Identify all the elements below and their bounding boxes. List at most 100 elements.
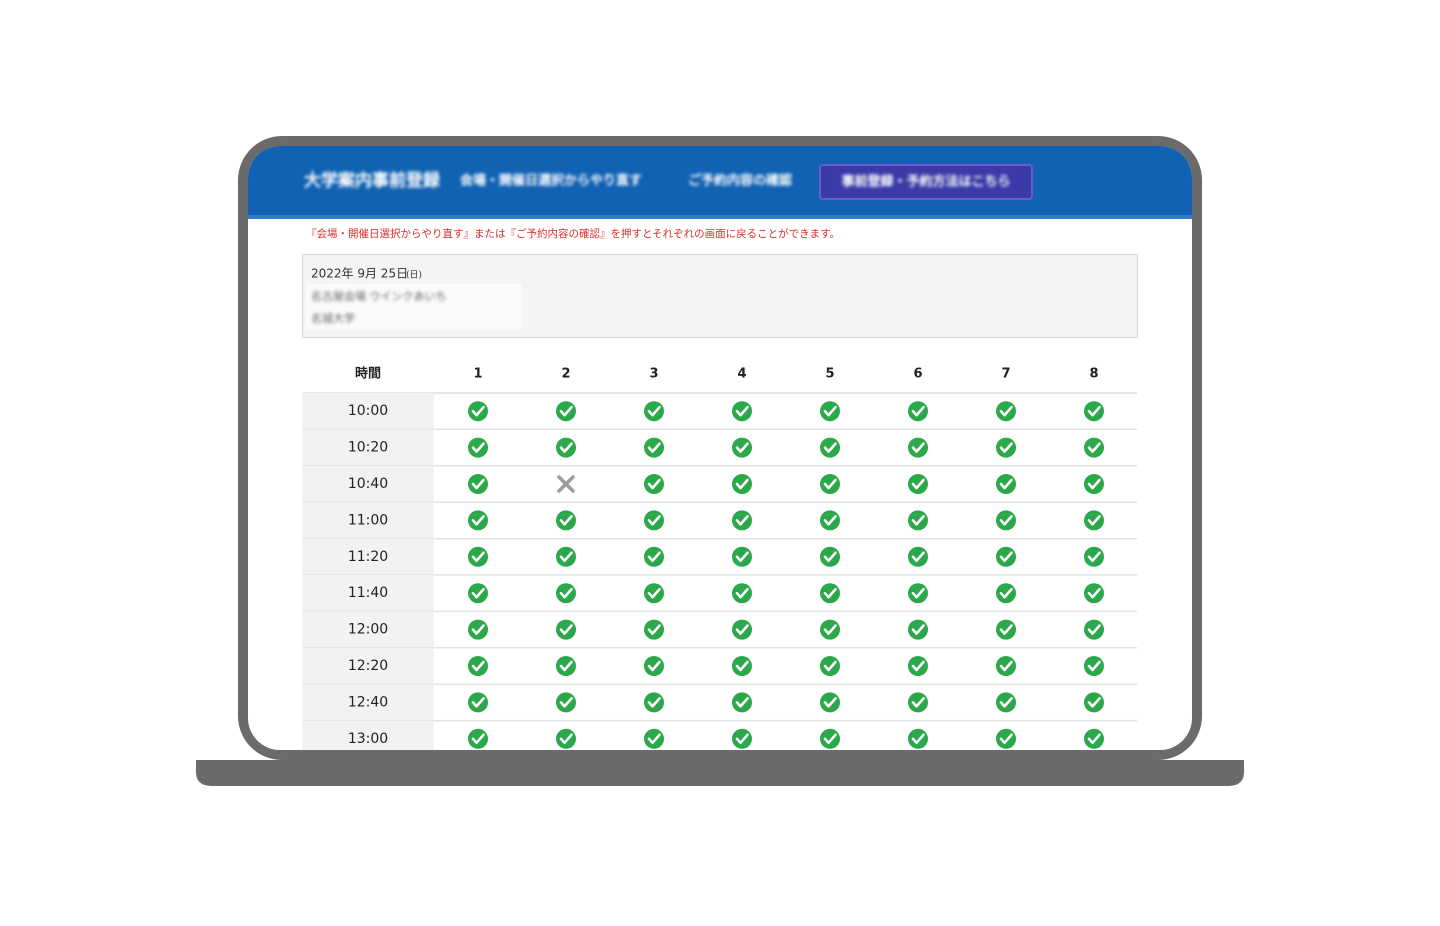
nav-button[interactable] — [819, 164, 1033, 200]
available-icon[interactable] — [908, 692, 928, 713]
available-icon[interactable] — [732, 546, 752, 567]
available-icon[interactable] — [732, 437, 752, 458]
available-icon[interactable] — [908, 728, 928, 749]
available-icon[interactable] — [644, 510, 664, 531]
available-icon[interactable] — [908, 619, 928, 640]
check-circle — [468, 583, 488, 604]
available-icon[interactable] — [996, 510, 1016, 531]
check-circle — [556, 510, 576, 531]
available-icon[interactable] — [1084, 546, 1104, 567]
available-icon[interactable] — [556, 401, 576, 422]
available-icon[interactable] — [1084, 728, 1104, 749]
check-mark — [1087, 551, 1101, 563]
check-mark — [735, 587, 749, 599]
available-icon[interactable] — [996, 619, 1016, 640]
available-icon[interactable] — [1084, 692, 1104, 713]
available-icon[interactable] — [820, 474, 840, 494]
nav-link[interactable]: 会場・開催日選択からやり直す — [460, 173, 642, 189]
available-icon[interactable] — [732, 401, 752, 422]
available-icon[interactable] — [644, 546, 664, 567]
available-icon[interactable] — [996, 656, 1016, 676]
available-icon[interactable] — [908, 437, 928, 458]
available-icon[interactable] — [996, 401, 1016, 422]
available-icon[interactable] — [908, 583, 928, 604]
available-icon[interactable] — [908, 474, 928, 494]
available-icon[interactable] — [556, 510, 576, 531]
available-icon[interactable] — [644, 474, 664, 494]
available-icon[interactable] — [996, 546, 1016, 567]
available-icon[interactable] — [732, 728, 752, 749]
available-icon[interactable] — [468, 692, 488, 713]
time-label: 12:20 — [348, 658, 388, 674]
check-mark — [647, 442, 661, 453]
available-icon[interactable] — [556, 656, 576, 676]
available-icon[interactable] — [732, 583, 752, 604]
available-icon[interactable] — [644, 401, 664, 422]
available-icon[interactable] — [468, 510, 488, 531]
available-icon[interactable] — [644, 656, 664, 676]
available-icon[interactable] — [468, 619, 488, 640]
column-header: 4 — [737, 367, 746, 382]
available-icon[interactable] — [644, 437, 664, 458]
check-circle — [468, 474, 488, 494]
available-icon[interactable] — [820, 656, 840, 676]
available-icon[interactable] — [908, 401, 928, 422]
check-circle — [1084, 437, 1104, 458]
available-icon[interactable] — [468, 401, 488, 422]
available-icon[interactable] — [732, 692, 752, 713]
available-icon[interactable] — [820, 546, 840, 567]
nav-button-label[interactable]: 事前登録・予約方法はこちら — [841, 174, 1010, 190]
available-icon[interactable] — [468, 656, 488, 676]
available-icon[interactable] — [468, 546, 488, 567]
available-icon[interactable] — [1084, 401, 1104, 422]
available-icon[interactable] — [996, 474, 1016, 494]
available-icon[interactable] — [644, 619, 664, 640]
brand[interactable]: 大学案内事前登録 — [304, 170, 441, 191]
available-icon[interactable] — [556, 437, 576, 458]
available-icon[interactable] — [996, 583, 1016, 604]
available-icon[interactable] — [996, 437, 1016, 458]
check-mark — [911, 442, 925, 453]
available-icon[interactable] — [1084, 510, 1104, 531]
available-icon[interactable] — [908, 510, 928, 531]
available-icon[interactable] — [556, 692, 576, 713]
available-icon[interactable] — [644, 583, 664, 604]
check-mark — [999, 733, 1013, 745]
available-icon[interactable] — [468, 583, 488, 604]
available-icon[interactable] — [820, 401, 840, 422]
column-header: 6 — [913, 367, 922, 382]
available-icon[interactable] — [468, 437, 488, 458]
time-label: 13:00 — [348, 731, 388, 747]
available-icon[interactable] — [644, 728, 664, 749]
available-icon[interactable] — [820, 437, 840, 458]
available-icon[interactable] — [820, 728, 840, 749]
available-icon[interactable] — [732, 474, 752, 494]
available-icon[interactable] — [556, 546, 576, 567]
check-mark — [1087, 515, 1101, 526]
available-icon[interactable] — [556, 583, 576, 604]
available-icon[interactable] — [468, 474, 488, 494]
column-header: 3 — [649, 367, 658, 382]
available-icon[interactable] — [1084, 619, 1104, 640]
available-icon[interactable] — [820, 692, 840, 713]
available-icon[interactable] — [1084, 583, 1104, 604]
available-icon[interactable] — [820, 510, 840, 531]
available-icon[interactable] — [732, 619, 752, 640]
available-icon[interactable] — [908, 546, 928, 567]
available-icon[interactable] — [820, 583, 840, 604]
available-icon[interactable] — [908, 656, 928, 676]
available-icon[interactable] — [644, 692, 664, 713]
available-icon[interactable] — [556, 728, 576, 749]
available-icon[interactable] — [732, 510, 752, 531]
available-icon[interactable] — [1084, 656, 1104, 676]
available-icon[interactable] — [996, 692, 1016, 713]
check-mark — [735, 405, 749, 417]
available-icon[interactable] — [820, 619, 840, 640]
nav-link[interactable]: ご予約内容の確認 — [688, 173, 792, 189]
available-icon[interactable] — [1084, 437, 1104, 458]
available-icon[interactable] — [732, 656, 752, 676]
available-icon[interactable] — [556, 619, 576, 640]
available-icon[interactable] — [1084, 474, 1104, 494]
available-icon[interactable] — [996, 728, 1016, 749]
available-icon[interactable] — [468, 728, 488, 749]
